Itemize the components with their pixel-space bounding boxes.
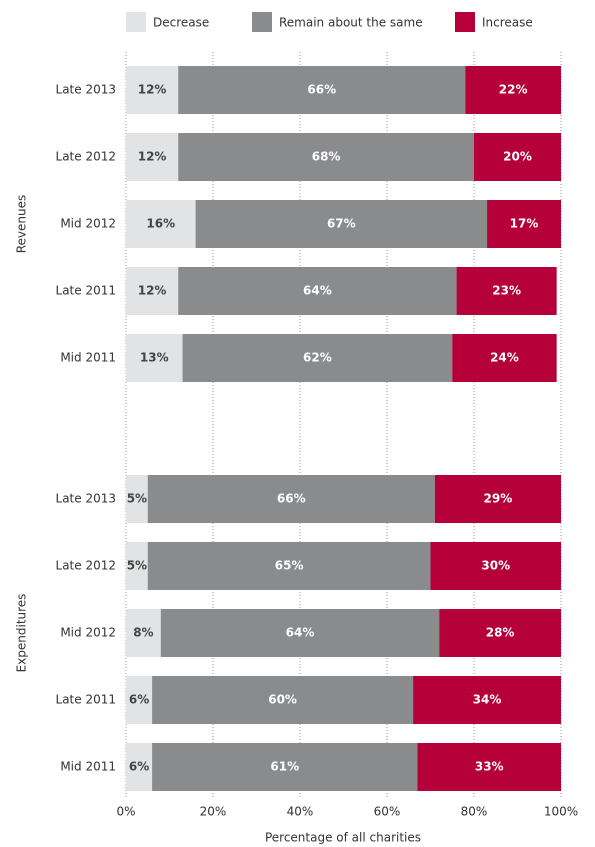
bar-segment xyxy=(178,133,474,181)
bar-segment xyxy=(430,542,561,590)
x-tick-label: 20% xyxy=(200,805,227,819)
bar-segment xyxy=(439,609,561,657)
bar-segment xyxy=(465,66,561,114)
value-label: 64% xyxy=(303,284,332,298)
value-label: 30% xyxy=(481,559,510,573)
value-label: 29% xyxy=(484,492,513,506)
value-label: 60% xyxy=(268,693,297,707)
value-label: 23% xyxy=(492,284,521,298)
y-tick-label: Late 2011 xyxy=(56,284,116,298)
x-tick-label: 80% xyxy=(461,805,488,819)
value-label: 33% xyxy=(475,760,504,774)
legend-label: Remain about the same xyxy=(279,16,423,30)
y-tick-label: Late 2013 xyxy=(56,492,116,506)
x-tick-label: 40% xyxy=(287,805,314,819)
bar-segment xyxy=(126,743,153,791)
value-label: 20% xyxy=(503,150,532,164)
value-label: 12% xyxy=(138,83,167,97)
bar-segment xyxy=(434,475,561,523)
x-tick-label: 60% xyxy=(374,805,401,819)
value-label: 8% xyxy=(133,626,153,640)
bar-segment xyxy=(126,542,148,590)
bar-segment xyxy=(126,676,153,724)
bar-segment xyxy=(126,133,179,181)
value-label: 66% xyxy=(277,492,306,506)
bar-segment xyxy=(452,334,557,382)
bar-segment xyxy=(178,66,466,114)
bar-segment xyxy=(456,267,557,315)
y-tick-label: Late 2011 xyxy=(56,693,116,707)
bar-segment xyxy=(195,200,488,248)
bar-segment xyxy=(152,676,414,724)
bar-segment xyxy=(126,66,179,114)
bar-segment xyxy=(474,133,561,181)
value-label: 64% xyxy=(286,626,315,640)
bar-segment xyxy=(126,267,179,315)
group-label: Revenues xyxy=(15,195,29,254)
x-axis-label: Percentage of all charities xyxy=(265,831,421,845)
bar-segment xyxy=(147,475,435,523)
group-label: Expenditures xyxy=(15,594,29,673)
bar-segment xyxy=(147,542,431,590)
bar-segment xyxy=(126,609,161,657)
value-label: 17% xyxy=(510,217,539,231)
y-tick-label: Mid 2011 xyxy=(60,760,116,774)
value-label: 68% xyxy=(312,150,341,164)
y-tick-label: Late 2013 xyxy=(56,83,116,97)
x-tick-label: 0% xyxy=(116,805,135,819)
value-label: 67% xyxy=(327,217,356,231)
legend-label: Increase xyxy=(482,16,533,30)
value-label: 65% xyxy=(275,559,304,573)
bar-segment xyxy=(126,334,183,382)
value-label: 62% xyxy=(303,351,332,365)
y-tick-label: Late 2012 xyxy=(56,559,116,573)
value-label: 24% xyxy=(490,351,519,365)
legend-label: Decrease xyxy=(153,16,209,30)
legend-swatch xyxy=(126,12,146,32)
value-label: 12% xyxy=(138,150,167,164)
x-tick-label: 100% xyxy=(544,805,578,819)
value-label: 13% xyxy=(140,351,169,365)
bar-segment xyxy=(152,743,418,791)
y-tick-label: Mid 2012 xyxy=(60,626,116,640)
y-tick-label: Mid 2011 xyxy=(60,351,116,365)
y-tick-label: Mid 2012 xyxy=(60,217,116,231)
bar-segment xyxy=(178,267,457,315)
legend-swatch xyxy=(252,12,272,32)
legend-swatch xyxy=(455,12,475,32)
value-label: 6% xyxy=(129,693,149,707)
value-label: 66% xyxy=(307,83,336,97)
value-label: 5% xyxy=(127,559,147,573)
bar-segment xyxy=(126,475,148,523)
value-label: 28% xyxy=(486,626,515,640)
bar-segment xyxy=(160,609,440,657)
value-label: 61% xyxy=(270,760,299,774)
bar-segment xyxy=(417,743,561,791)
value-label: 5% xyxy=(127,492,147,506)
value-label: 22% xyxy=(499,83,528,97)
bar-segment xyxy=(413,676,561,724)
value-label: 16% xyxy=(146,217,175,231)
bar-segment xyxy=(487,200,561,248)
bar-segment xyxy=(126,200,196,248)
value-label: 34% xyxy=(473,693,502,707)
value-label: 12% xyxy=(138,284,167,298)
bar-segment xyxy=(182,334,453,382)
value-label: 6% xyxy=(129,760,149,774)
y-tick-label: Late 2012 xyxy=(56,150,116,164)
